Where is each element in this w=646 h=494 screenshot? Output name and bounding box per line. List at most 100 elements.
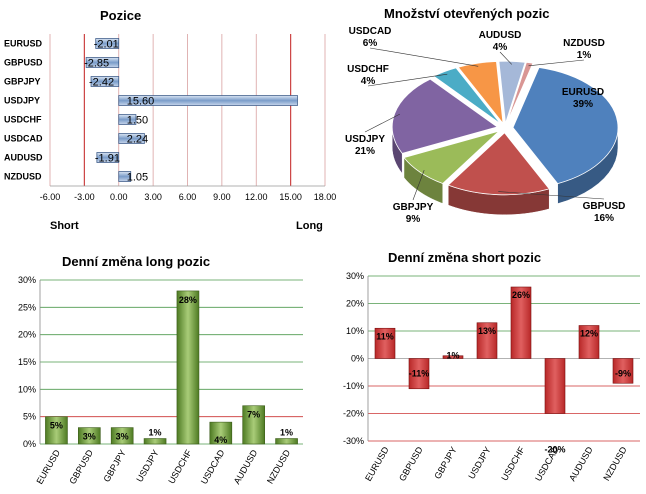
value-label-audusd: 12% (580, 329, 598, 339)
bar-audusd (242, 405, 265, 445)
category-label-eurusd: EURUSD (363, 445, 391, 483)
bar-usdchf (510, 286, 532, 359)
y-tick-label: 10% (18, 384, 36, 394)
category-label-usdchf: USDCHF (4, 115, 42, 125)
pie-leader-usdchf (367, 73, 448, 87)
value-label-usdjpy: 13% (478, 326, 496, 336)
category-label-usdjpy: USDJPY (466, 445, 492, 481)
bar-usdcad (209, 421, 233, 445)
value-label-gbpjpy: 3% (116, 432, 129, 442)
pie-leader-nzdusd (528, 59, 585, 67)
y-tick-label: -30% (343, 436, 364, 446)
x-tick-label: 9.00 (213, 192, 231, 202)
pie-slice-nzdusd (506, 61, 534, 124)
value-label-eurusd: 11% (376, 331, 394, 341)
y-tick-label: -20% (343, 409, 364, 419)
bar-nzdusd (612, 358, 634, 384)
value-label-audusd: -1.91 (95, 153, 120, 165)
value-label-gbpusd: 3% (83, 432, 96, 442)
pie-slice-gbpjpy (403, 130, 500, 184)
y-tick-label: -10% (343, 381, 364, 391)
y-tick-label: 0% (351, 354, 364, 364)
bar-eurusd (45, 416, 68, 445)
category-label-gbpusd: GBPUSD (67, 448, 95, 486)
bar-gbpusd (85, 57, 120, 68)
category-label-eurusd: EURUSD (35, 448, 63, 486)
x-tick-label: -3.00 (74, 192, 95, 202)
y-tick-label: 5% (23, 412, 36, 422)
category-label-audusd: AUDUSD (4, 153, 43, 163)
bar-usdchf (118, 114, 137, 125)
bar-usdcad (118, 133, 145, 144)
pie-label-value-nzdusd: 1% (577, 50, 592, 61)
short-label: Short (50, 220, 79, 232)
x-tick-label: 3.00 (144, 192, 162, 202)
pie-chart-title: Množství otevřených pozic (384, 6, 549, 21)
value-label-audusd: 7% (247, 410, 260, 420)
value-label-gbpjpy: 1% (446, 351, 459, 361)
bar-eurusd (95, 38, 120, 49)
pie-slice-gbpusd (447, 132, 550, 196)
bar-audusd (578, 325, 600, 359)
value-label-nzdusd: -9% (615, 369, 631, 379)
pie-label-name-usdchf: USDCHF (347, 64, 389, 75)
value-label-usdchf: 1.50 (127, 115, 148, 127)
pie-label-name-eurusd: EURUSD (562, 87, 604, 98)
pie-label-name-usdjpy: USDJPY (345, 134, 385, 145)
value-label-gbpusd: -11% (409, 369, 430, 379)
bar-nzdusd (275, 438, 298, 445)
category-label-gbpusd: GBPUSD (397, 445, 425, 483)
long-change-chart-title: Denní změna long pozic (62, 254, 210, 269)
pie-label-name-audusd: AUDUSD (479, 30, 522, 41)
x-tick-label: 0.00 (110, 192, 128, 202)
pie-leader-audusd (499, 51, 512, 65)
category-label-usdcad: USDCAD (199, 448, 227, 486)
bar-audusd (96, 152, 120, 163)
value-label-gbpjpy: -2.42 (89, 77, 114, 89)
pie-label-value-gbpjpy: 9% (406, 214, 421, 225)
category-label-gbpusd: GBPUSD (4, 58, 43, 68)
category-label-gbpjpy: GBPJPY (4, 77, 41, 87)
pie-slice-usdjpy (391, 78, 499, 154)
bar-usdcad (544, 358, 566, 414)
long-label: Long (296, 220, 323, 232)
x-tick-label: 18.00 (314, 192, 337, 202)
short-change-chart-title: Denní změna short pozic (388, 250, 541, 265)
bar-gbpusd (78, 427, 101, 445)
value-label-nzdusd: 1% (280, 428, 293, 438)
pie-label-value-usdjpy: 21% (355, 146, 375, 157)
x-tick-label: 12.00 (245, 192, 268, 202)
pie-label-value-audusd: 4% (493, 42, 508, 53)
pie-label-value-usdcad: 6% (363, 38, 378, 49)
pie-slice-eurusd (512, 67, 619, 185)
category-label-nzdusd: NZDUSD (601, 445, 629, 483)
x-tick-label: -6.00 (40, 192, 61, 202)
bar-gbpjpy (442, 355, 464, 359)
bar-nzdusd (118, 171, 132, 182)
pie-slice-audusd (498, 60, 526, 124)
value-label-gbpusd: -2.85 (84, 58, 109, 70)
pie-label-name-nzdusd: NZDUSD (563, 38, 605, 49)
long-change-chart: Denní změna long pozic 0% 5% 10% 15% 20% 25% 3… (18, 254, 303, 486)
x-tick-label: 6.00 (179, 192, 197, 202)
x-tick-label: 15.00 (279, 192, 302, 202)
y-tick-label: 10% (346, 326, 364, 336)
value-label-usdchf: 26% (512, 290, 530, 300)
value-label-usdjpy: 1% (149, 428, 162, 438)
positions-chart: Pozice EURUSD -2.01 GBPUSD -2.85 GBPJPY -2.42… (4, 8, 336, 232)
bar-gbpjpy (110, 427, 134, 445)
bar-gbpusd (408, 358, 430, 390)
category-label-gbpjpy: GBPJPY (102, 448, 128, 484)
pie-leader-usdjpy (364, 113, 400, 133)
pie-label-value-eurusd: 39% (573, 99, 593, 110)
category-label-usdjpy: USDJPY (4, 96, 40, 106)
positions-chart-title: Pozice (100, 8, 141, 23)
short-change-chart: Denní změna short pozic -30% -20% -10% 0% 10… (343, 250, 640, 483)
value-label-usdjpy: 15.60 (127, 96, 155, 108)
value-label-eurusd: -2.01 (94, 39, 119, 51)
y-tick-label: 0% (23, 439, 36, 449)
bar-usdjpy (118, 95, 298, 106)
pie-label-value-usdchf: 4% (361, 76, 376, 87)
pie-label-value-gbpusd: 16% (594, 213, 614, 224)
